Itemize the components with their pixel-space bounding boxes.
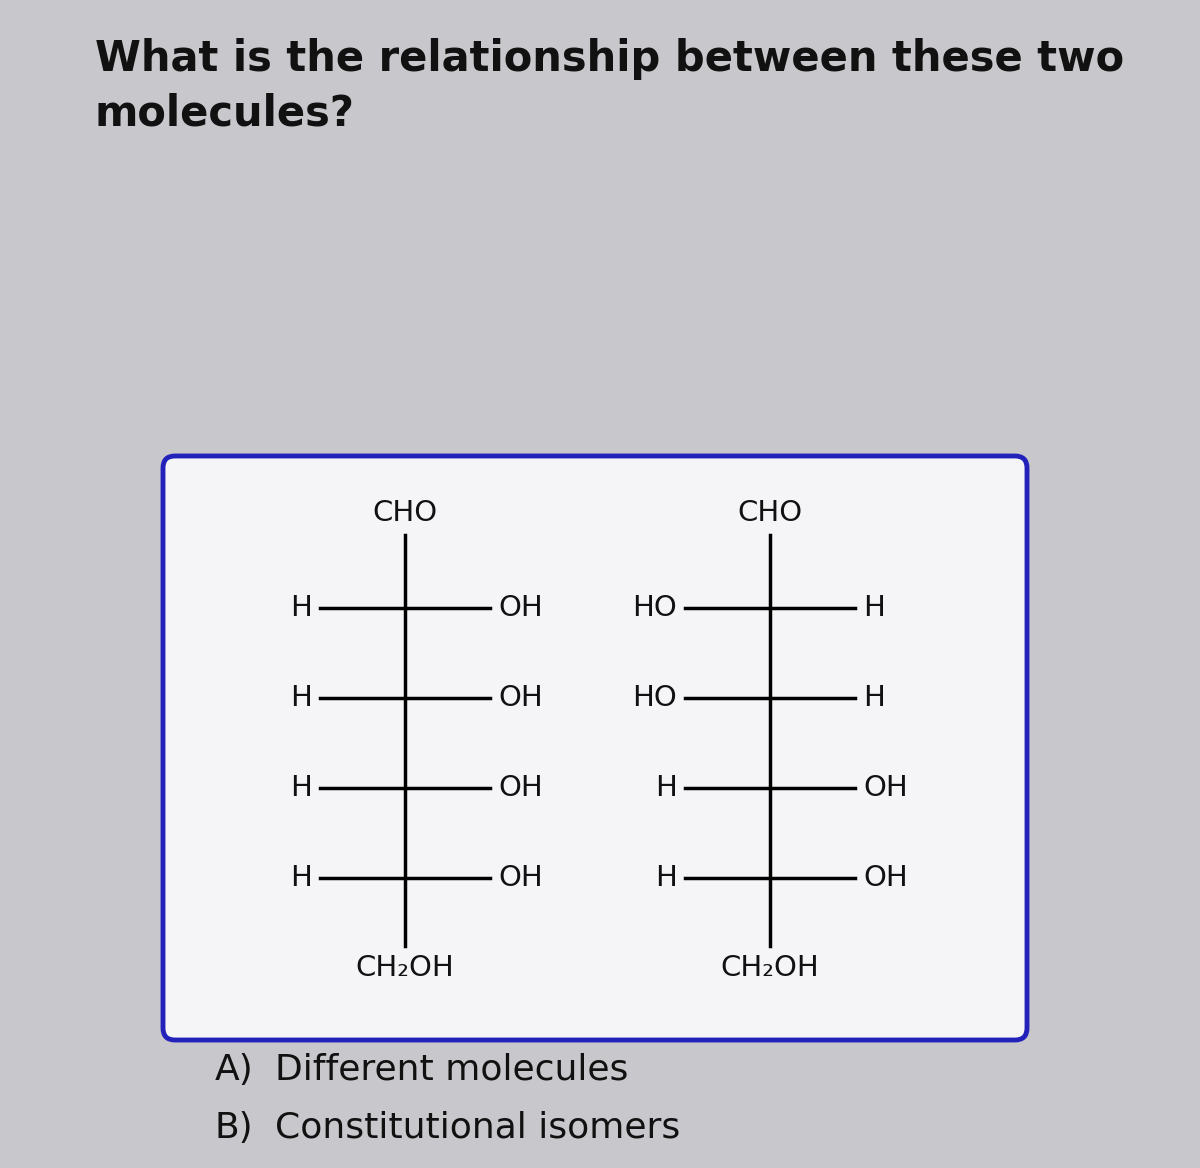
Text: H: H xyxy=(655,864,677,892)
Text: OH: OH xyxy=(498,774,542,802)
Text: H: H xyxy=(863,595,884,623)
Text: OH: OH xyxy=(498,595,542,623)
Text: H: H xyxy=(863,684,884,712)
Text: OH: OH xyxy=(863,774,907,802)
Text: CHO: CHO xyxy=(372,499,438,527)
Text: H: H xyxy=(290,864,312,892)
Text: HO: HO xyxy=(632,595,677,623)
Text: H: H xyxy=(655,774,677,802)
Text: CH₂OH: CH₂OH xyxy=(721,954,820,982)
Text: OH: OH xyxy=(498,864,542,892)
Text: OH: OH xyxy=(863,864,907,892)
Text: Constitutional isomers: Constitutional isomers xyxy=(275,1111,680,1145)
Text: H: H xyxy=(290,684,312,712)
Text: A): A) xyxy=(215,1054,253,1087)
Text: B): B) xyxy=(215,1111,253,1145)
Text: OH: OH xyxy=(498,684,542,712)
Text: H: H xyxy=(290,595,312,623)
FancyBboxPatch shape xyxy=(163,456,1027,1040)
Text: Different molecules: Different molecules xyxy=(275,1054,629,1087)
Text: CHO: CHO xyxy=(738,499,803,527)
Text: HO: HO xyxy=(632,684,677,712)
Text: H: H xyxy=(290,774,312,802)
Text: molecules?: molecules? xyxy=(95,93,355,135)
Text: CH₂OH: CH₂OH xyxy=(355,954,455,982)
Text: What is the relationship between these two: What is the relationship between these t… xyxy=(95,39,1124,79)
